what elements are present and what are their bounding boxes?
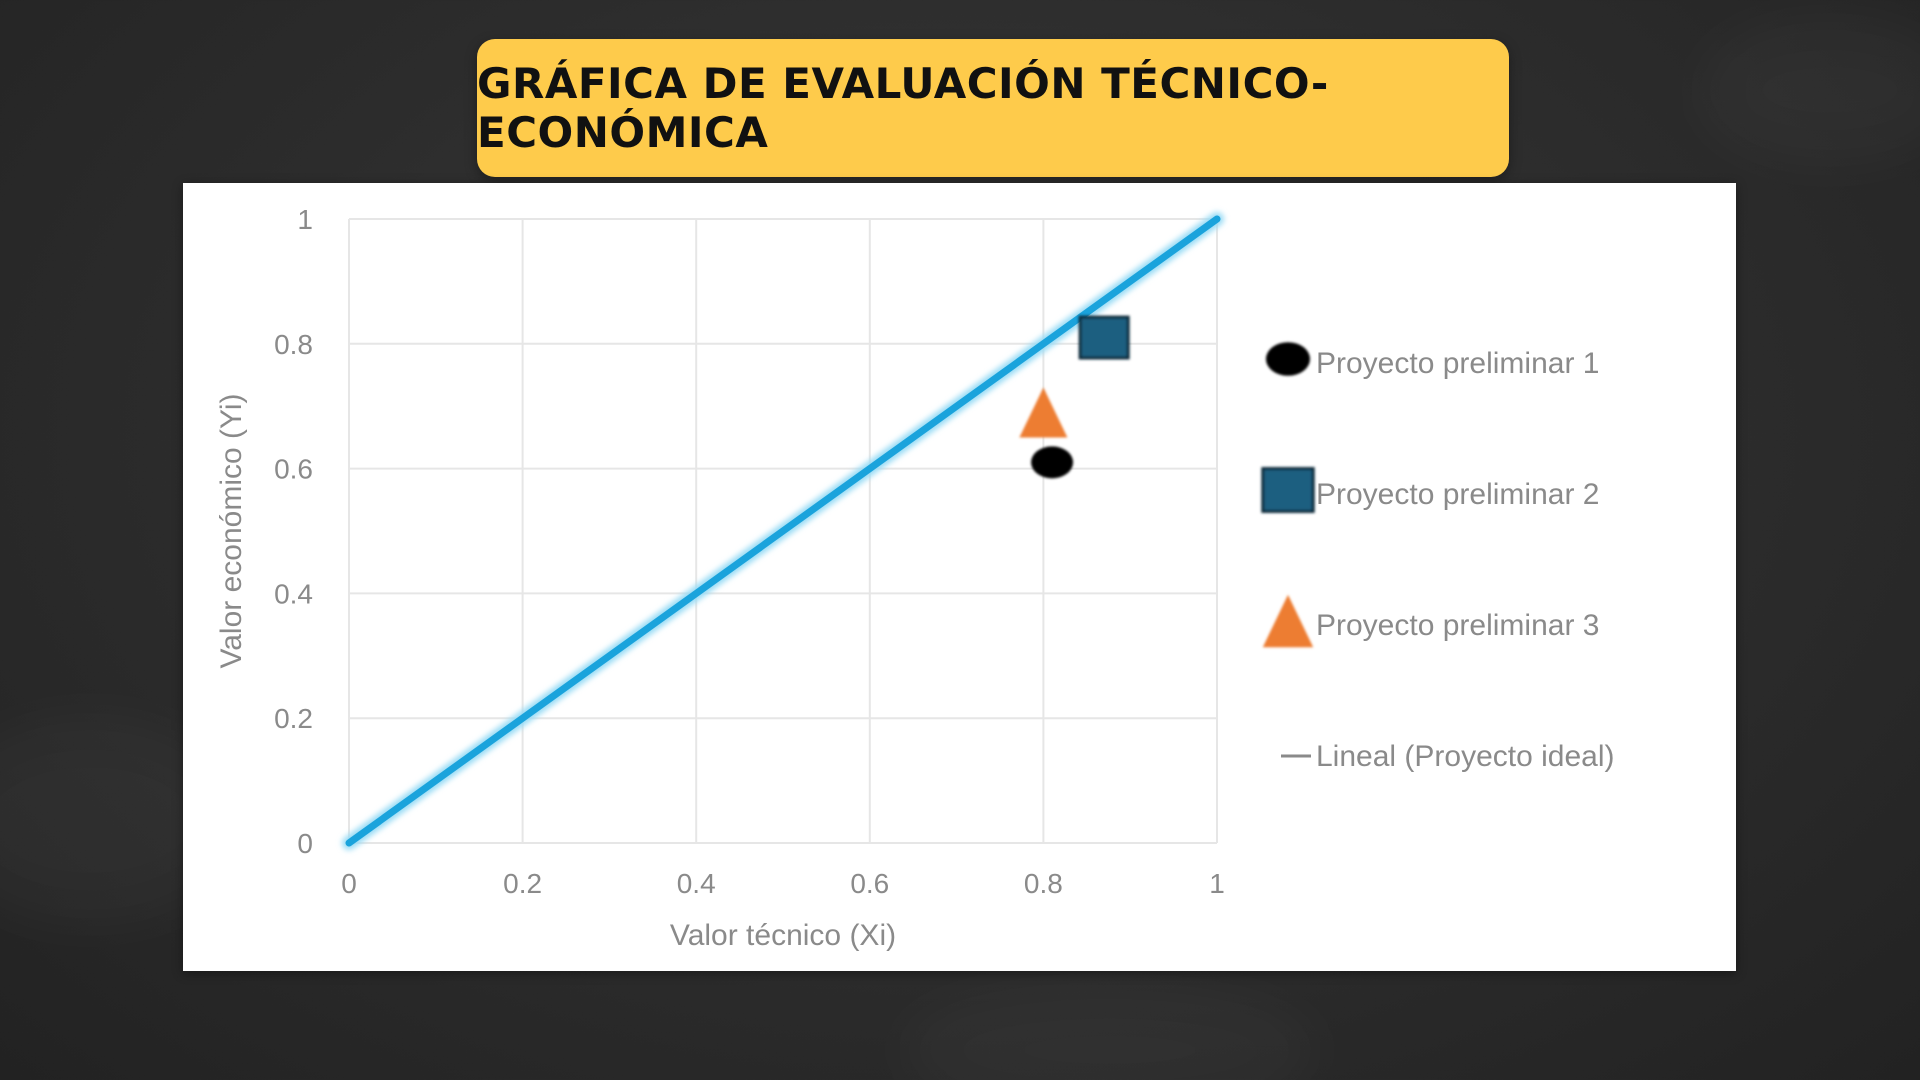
- ideal-line-layer: [342, 212, 1224, 850]
- legend: Proyecto preliminar 1 Proyecto preliminar…: [1261, 342, 1615, 773]
- x-axis-label: Valor técnico (Xi): [670, 919, 896, 952]
- y-axis-label: Valor económico (Yi): [215, 393, 248, 668]
- scatter-chart: 0 0.2 0.4 0.6 0.8 1 0 0.2 0.4 0.6 0.8 1 Valor técni…: [215, 204, 1615, 952]
- x-tick-label: 0.8: [1024, 868, 1063, 899]
- legend-label: Proyecto preliminar 2: [1316, 478, 1599, 511]
- legend-symbol: [1265, 342, 1311, 376]
- x-tick-label: 0.4: [677, 868, 716, 899]
- legend-label: Proyecto preliminar 1: [1316, 347, 1599, 380]
- y-tick-label: 0.2: [274, 703, 313, 734]
- y-tick-label: 0.4: [274, 578, 313, 609]
- title-banner: GRÁFICA DE EVALUACIÓN TÉCNICO-ECONÓMICA: [477, 39, 1509, 177]
- x-tick-label: 1: [1209, 868, 1225, 899]
- proyecto-2-marker: [1078, 315, 1130, 360]
- legend-label: Proyecto preliminar 3: [1316, 609, 1599, 642]
- chart-panel: 0 0.2 0.4 0.6 0.8 1 0 0.2 0.4 0.6 0.8 1 Valor técni…: [183, 183, 1736, 971]
- ideal-line: [345, 215, 1221, 847]
- legend-item-proyecto-3: Proyecto preliminar 3: [1262, 594, 1599, 648]
- grid: [348, 218, 1218, 844]
- axis-ticks: 0 0.2 0.4 0.6 0.8 1 0 0.2 0.4 0.6 0.8 1: [274, 204, 1225, 899]
- legend-item-lineal: Lineal (Proyecto ideal): [1281, 740, 1615, 773]
- y-tick-label: 0.6: [274, 454, 313, 485]
- y-tick-label: 0: [297, 828, 313, 859]
- legend-item-proyecto-1: Proyecto preliminar 1: [1265, 342, 1599, 380]
- legend-symbol: [1262, 594, 1314, 648]
- legend-symbol: [1261, 467, 1315, 513]
- page-title: GRÁFICA DE EVALUACIÓN TÉCNICO-ECONÓMICA: [477, 59, 1329, 157]
- x-tick-label: 0.2: [503, 868, 542, 899]
- y-tick-label: 1: [297, 204, 313, 235]
- x-tick-label: 0: [341, 868, 357, 899]
- proyecto-3-marker: [1019, 387, 1068, 438]
- x-tick-label: 0.6: [850, 868, 889, 899]
- legend-item-proyecto-2: Proyecto preliminar 2: [1261, 467, 1599, 513]
- legend-label: Lineal (Proyecto ideal): [1316, 740, 1615, 773]
- proyecto-1-marker: [1031, 446, 1074, 479]
- chalk-smudge: [900, 990, 1320, 1080]
- data-markers: [1019, 315, 1130, 479]
- chalk-smudge: [1700, 20, 1920, 160]
- y-tick-label: 0.8: [274, 329, 313, 360]
